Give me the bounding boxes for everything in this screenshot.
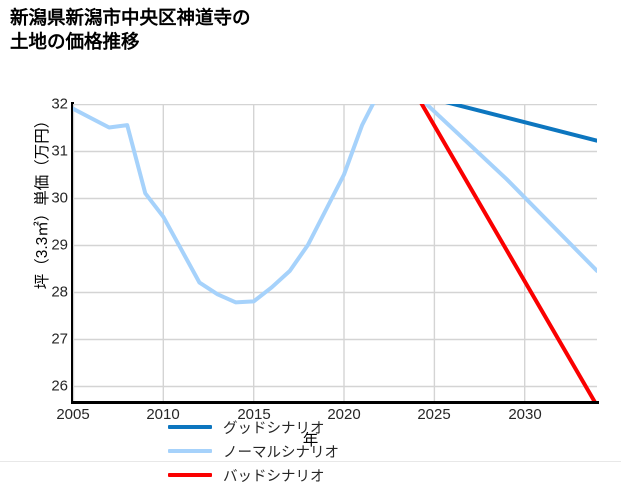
legend-label-bad-scenario: バッドシナリオ [223, 468, 325, 485]
page-bottom-rule [0, 461, 621, 462]
legend-label-normal-scenario: ノーマルシナリオ [223, 444, 339, 461]
y-tick-30: 30 [51, 189, 68, 207]
legend-swatch-bad-scenario [168, 473, 212, 477]
x-tick-2025: 2025 [417, 406, 451, 423]
x-tick-2015: 2015 [237, 406, 271, 423]
horizontal-gridlines [73, 104, 597, 388]
y-tick-31: 31 [51, 142, 68, 160]
y-tick-28: 28 [51, 283, 68, 301]
x-axis-spine [71, 401, 599, 404]
chart-legend: グッドシナリオ ノーマルシナリオ バッドシナリオ [168, 415, 398, 487]
chart-canvas [73, 104, 597, 401]
vertical-gridlines [73, 104, 526, 401]
y-tick-29: 29 [51, 236, 68, 254]
y-axis-tick-labels: 32 31 30 29 28 27 26 [30, 0, 68, 465]
legend-swatch-good-scenario [168, 425, 212, 429]
legend-label-good-scenario: グッドシナリオ [223, 420, 325, 437]
legend-item-normal-scenario: ノーマルシナリオ [168, 439, 398, 463]
series-line-normal-scenario [73, 104, 597, 305]
x-tick-2005: 2005 [56, 406, 90, 423]
y-tick-27: 27 [51, 330, 68, 348]
x-tick-2020: 2020 [327, 406, 361, 423]
y-axis-spine [71, 102, 74, 403]
x-tick-2030: 2030 [508, 406, 542, 423]
y-tick-32: 32 [51, 95, 68, 113]
x-axis-title: 年 [302, 432, 319, 449]
legend-swatch-normal-scenario [168, 449, 212, 453]
plot-area: グッドシナリオ ノーマルシナリオ バッドシナリオ [73, 104, 597, 485]
y-tick-26: 26 [51, 377, 68, 395]
x-tick-2010: 2010 [146, 406, 180, 423]
legend-item-good-scenario: グッドシナリオ [168, 415, 398, 439]
page-title: 新潟県新潟市中央区神道寺の 土地の価格推移 [10, 7, 251, 53]
series-line-good-scenario [445, 104, 597, 143]
series-line-bad-scenario [419, 104, 597, 401]
legend-item-bad-scenario: バッドシナリオ [168, 463, 398, 487]
y-axis-title: 坪（3.3㎡）単価（万円） [34, 112, 51, 290]
